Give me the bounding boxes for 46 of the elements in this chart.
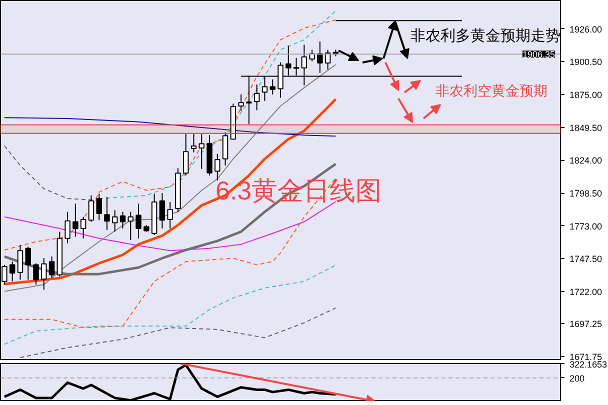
line-series [4, 117, 336, 137]
candlestick [80, 216, 86, 239]
y-tick-label: 1798.50 [570, 188, 602, 199]
candlestick [238, 94, 244, 112]
candlestick [270, 78, 276, 95]
candlestick [48, 256, 55, 279]
candlestick [136, 203, 142, 239]
candlestick [88, 194, 94, 222]
y-tick-label: 200 [570, 373, 585, 384]
ref-line-label: 1906.35 [522, 50, 556, 60]
annotation: 非农利多黄金预期走势 [410, 28, 560, 44]
y-tick-label: 1875.00 [570, 90, 602, 100]
y-tick-label: 1671.75 [570, 352, 602, 362]
y-tick-label: 1722.00 [570, 287, 602, 298]
y-tick-label: 322.1653 [570, 360, 608, 370]
line-series [20, 307, 336, 358]
candlestick [104, 196, 110, 231]
candlestick [214, 153, 220, 181]
candlestick [120, 211, 126, 229]
candlestick [96, 193, 102, 221]
candlestick [33, 262, 39, 286]
line-series [4, 264, 336, 345]
candlestick [317, 40, 323, 74]
candlestick [182, 134, 189, 176]
y-tick-label: 1900.50 [570, 57, 602, 68]
y-tick-label: 1926.00 [570, 24, 602, 34]
candlestick [72, 203, 78, 238]
y-tick-label: 1747.50 [570, 254, 602, 264]
y-tick-label: 1773.00 [570, 221, 602, 232]
candlestick [167, 201, 173, 229]
candlestick [41, 258, 47, 290]
candlestick [128, 211, 134, 241]
candlestick [254, 84, 260, 111]
y-tick-label: 1849.50 [570, 122, 602, 133]
candlestick [190, 134, 197, 153]
candlestick [64, 211, 70, 244]
candlestick [17, 244, 24, 280]
annotation: 非农利空黄金预期 [436, 82, 548, 98]
candlestick [112, 210, 118, 232]
candlestick [9, 261, 16, 282]
candlestick [198, 134, 204, 170]
candlestick [159, 192, 166, 229]
y-tick-label: 1824.00 [570, 156, 602, 166]
y-tick-label: 1697.25 [570, 318, 602, 329]
candlestick [222, 132, 228, 166]
candlestick [25, 246, 31, 280]
